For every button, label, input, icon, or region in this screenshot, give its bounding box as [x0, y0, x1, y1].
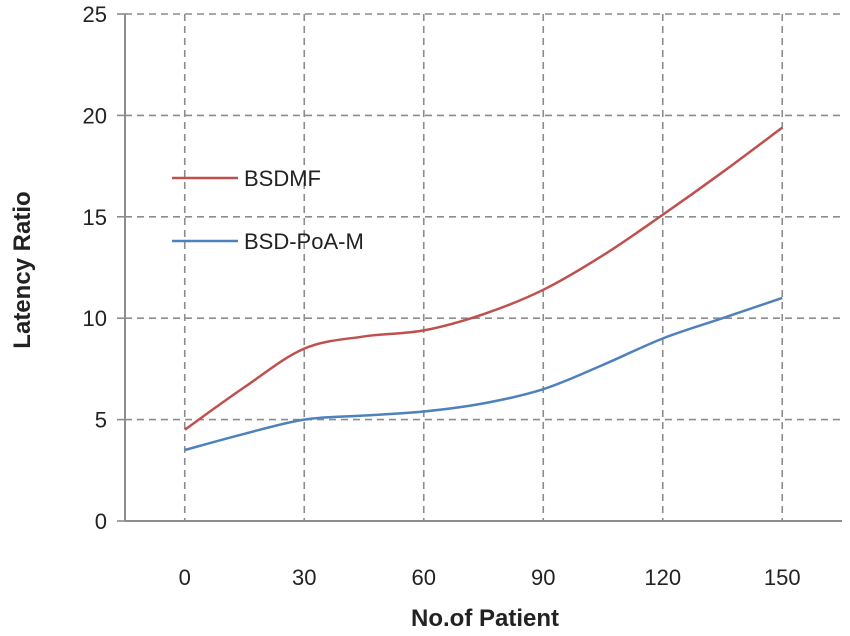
x-tick-label: 150 [764, 565, 801, 590]
x-axis-title: No.of Patient [411, 605, 559, 632]
series-line-bsdmf [184, 126, 783, 431]
chart-axes [117, 13, 842, 522]
legend-label-bsdmf: BSDMF [244, 166, 321, 191]
legend-label-bsd-poa-m: BSD-PoA-M [244, 229, 364, 254]
x-tick-label: 90 [531, 565, 555, 590]
y-tick-label: 5 [95, 408, 107, 433]
y-tick-label: 15 [83, 205, 107, 230]
y-axis-title: Latency Ratio [9, 191, 36, 348]
x-tick-label: 60 [412, 565, 436, 590]
y-tick-label: 10 [83, 306, 107, 331]
chart-grid [125, 13, 842, 521]
y-tick-labels: 0 5 10 15 20 25 [83, 2, 107, 534]
y-tick-label: 20 [83, 103, 107, 128]
x-tick-label: 0 [179, 565, 191, 590]
series-line-bsd-poa-m [184, 296, 783, 452]
chart-legend: BSDMF BSD-PoA-M [172, 166, 364, 254]
x-tick-labels: 0 30 60 90 120 150 [179, 565, 801, 590]
y-tick-label: 25 [83, 2, 107, 27]
chart-series [184, 126, 783, 452]
x-tick-label: 30 [292, 565, 316, 590]
y-tick-label: 0 [95, 509, 107, 534]
x-tick-label: 120 [644, 565, 681, 590]
